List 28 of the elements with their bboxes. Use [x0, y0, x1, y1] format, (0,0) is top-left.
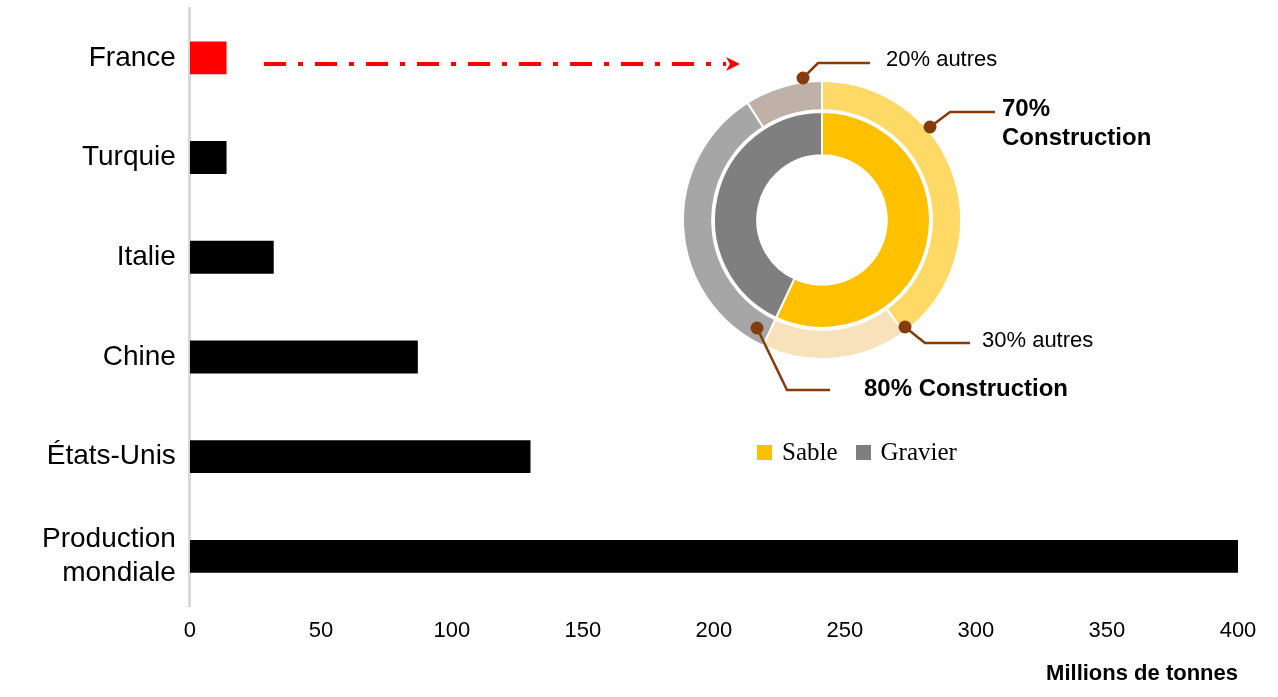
bar — [189, 440, 531, 474]
annotation: 70% Construction — [1002, 94, 1153, 152]
x-tick-label: 300 — [957, 617, 995, 643]
y-tick-label: Turquie — [81, 140, 176, 172]
legend-label: Sable — [782, 438, 838, 466]
bar — [189, 41, 227, 75]
bar — [189, 240, 274, 274]
y-tick-label: France — [88, 40, 176, 72]
x-tick-label: 0 — [183, 617, 196, 643]
x-tick-label: 150 — [564, 617, 602, 643]
x-tick-label: 50 — [308, 617, 334, 643]
y-tick-label: États-Unis — [46, 439, 176, 471]
x-tick-label: 100 — [433, 617, 471, 643]
annotation: 20% autres — [886, 46, 999, 73]
y-tick-label: Chine — [102, 339, 176, 371]
annotation: 80% Construction — [864, 374, 1070, 403]
x-tick-label: 350 — [1088, 617, 1126, 643]
y-tick-label: Production mondiale — [41, 522, 176, 587]
x-axis-title: Millions de tonnes — [1046, 659, 1238, 685]
legend-label: Gravier — [880, 438, 957, 466]
bar — [189, 141, 227, 174]
x-tick-label: 200 — [695, 617, 733, 643]
y-tick-label: Italie — [116, 239, 176, 271]
annotation: 30% autres — [982, 327, 1095, 354]
bar — [189, 340, 418, 374]
x-tick-label: 250 — [826, 617, 864, 643]
bar — [189, 539, 1238, 573]
x-tick-label: 400 — [1219, 617, 1257, 643]
